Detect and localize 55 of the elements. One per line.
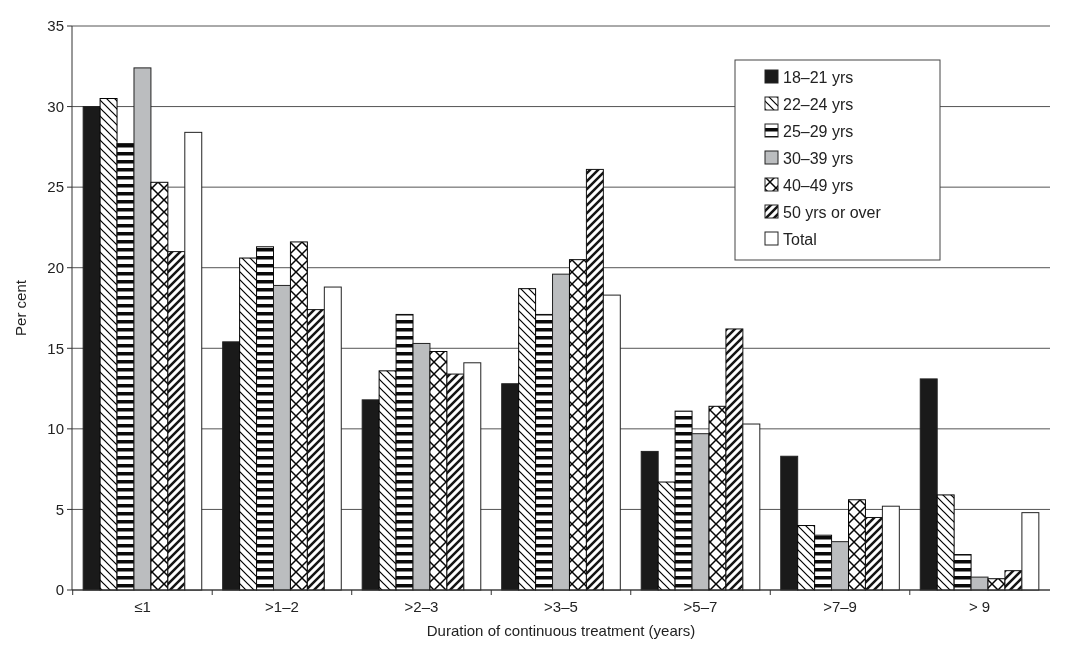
bar [708, 405, 727, 591]
bar [289, 241, 308, 591]
x-tick-label: > 9 [968, 598, 991, 615]
bar [167, 251, 186, 591]
y-tick-label: 10 [47, 420, 64, 438]
x-tick-label: >7–9 [823, 598, 857, 615]
y-tick-label: 0 [55, 581, 64, 599]
y-tick-label: 5 [55, 500, 64, 518]
legend-label: Total [783, 230, 817, 248]
x-tick-label: >5–7 [683, 598, 718, 615]
legend-label: 22–24 yrs [783, 95, 854, 113]
y-tick-label: 25 [47, 178, 64, 196]
legend-label: 40–49 yrs [783, 176, 854, 194]
bar [429, 351, 448, 591]
bar [412, 342, 431, 591]
bar [725, 328, 744, 591]
y-tick-label: 15 [47, 339, 64, 357]
bar [552, 273, 570, 591]
bar [742, 423, 761, 591]
bar [864, 516, 883, 591]
legend-label: 30–39 yrs [783, 149, 854, 167]
x-tick-label: >3–5 [544, 598, 578, 615]
bar [463, 362, 482, 591]
bar [150, 181, 169, 591]
bar [306, 309, 325, 591]
bar [501, 383, 520, 591]
bar [780, 455, 799, 591]
bar [602, 294, 621, 591]
bar [585, 168, 604, 591]
bar [919, 378, 938, 591]
bar [323, 286, 342, 591]
bar [133, 67, 152, 591]
bar [640, 450, 659, 591]
bar [881, 505, 900, 591]
bar [691, 433, 710, 591]
bar [831, 541, 849, 591]
x-axis-title: Duration of continuous treatment (years) [426, 622, 696, 639]
bar [184, 131, 203, 591]
x-tick-label: >2–3 [404, 598, 439, 615]
bar [1021, 512, 1040, 591]
legend-label: 18–21 yrs [783, 68, 854, 86]
legend-label: 25–29 yrs [783, 122, 854, 140]
bar [222, 341, 241, 591]
legend-label: 50 yrs or over [783, 203, 882, 221]
bar [848, 499, 866, 591]
y-tick-label: 20 [47, 258, 64, 276]
bar [446, 373, 465, 591]
y-tick-label: 35 [47, 17, 64, 35]
bar [568, 259, 587, 591]
x-tick-label: >1–2 [265, 598, 299, 615]
bar [273, 284, 291, 591]
y-tick-label: 30 [47, 97, 64, 115]
bar [970, 576, 989, 591]
x-tick-label: ≤1 [134, 598, 151, 615]
y-axis-title: Per cent [12, 279, 29, 336]
